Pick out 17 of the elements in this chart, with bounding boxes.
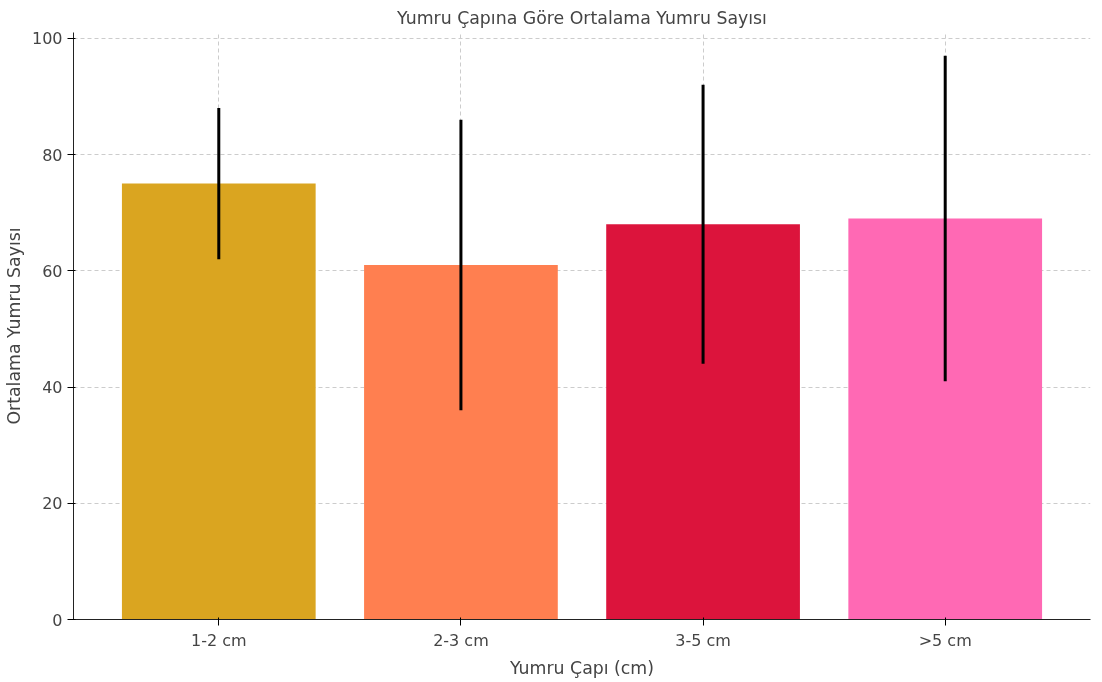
bar bbox=[848, 218, 1043, 620]
x-axis-title: Yumru Çapı (cm) bbox=[508, 657, 655, 678]
chart-title: Yumru Çapına Göre Ortalama Yumru Sayısı bbox=[396, 7, 767, 28]
bar bbox=[364, 264, 558, 620]
y-tick-label: 40 bbox=[42, 378, 63, 398]
x-tick-label: 3-5 cm bbox=[675, 630, 731, 650]
bar bbox=[606, 224, 800, 620]
y-tick-label: 20 bbox=[42, 494, 63, 514]
bar bbox=[121, 183, 316, 620]
x-tick-label: >5 cm bbox=[918, 630, 972, 650]
y-tick-label: 80 bbox=[42, 145, 63, 165]
y-axis-title: Ortalama Yumru Sayısı bbox=[3, 227, 24, 425]
x-tick-label: 1-2 cm bbox=[190, 630, 247, 650]
y-tick-label: 60 bbox=[42, 261, 63, 281]
x-tick-label: 2-3 cm bbox=[433, 630, 489, 650]
y-tick-label: 0 bbox=[52, 610, 63, 630]
y-tick-label: 100 bbox=[31, 29, 63, 49]
